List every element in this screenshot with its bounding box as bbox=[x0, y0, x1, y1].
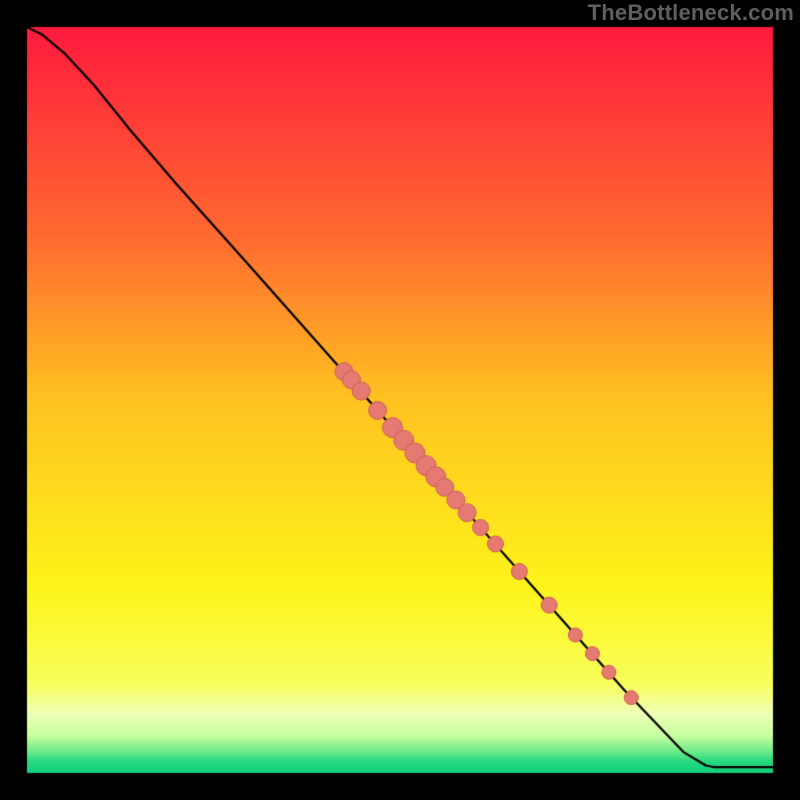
chart-container: TheBottleneck.com bbox=[0, 0, 800, 800]
chart-canvas bbox=[0, 0, 800, 800]
watermark-label: TheBottleneck.com bbox=[588, 0, 794, 26]
